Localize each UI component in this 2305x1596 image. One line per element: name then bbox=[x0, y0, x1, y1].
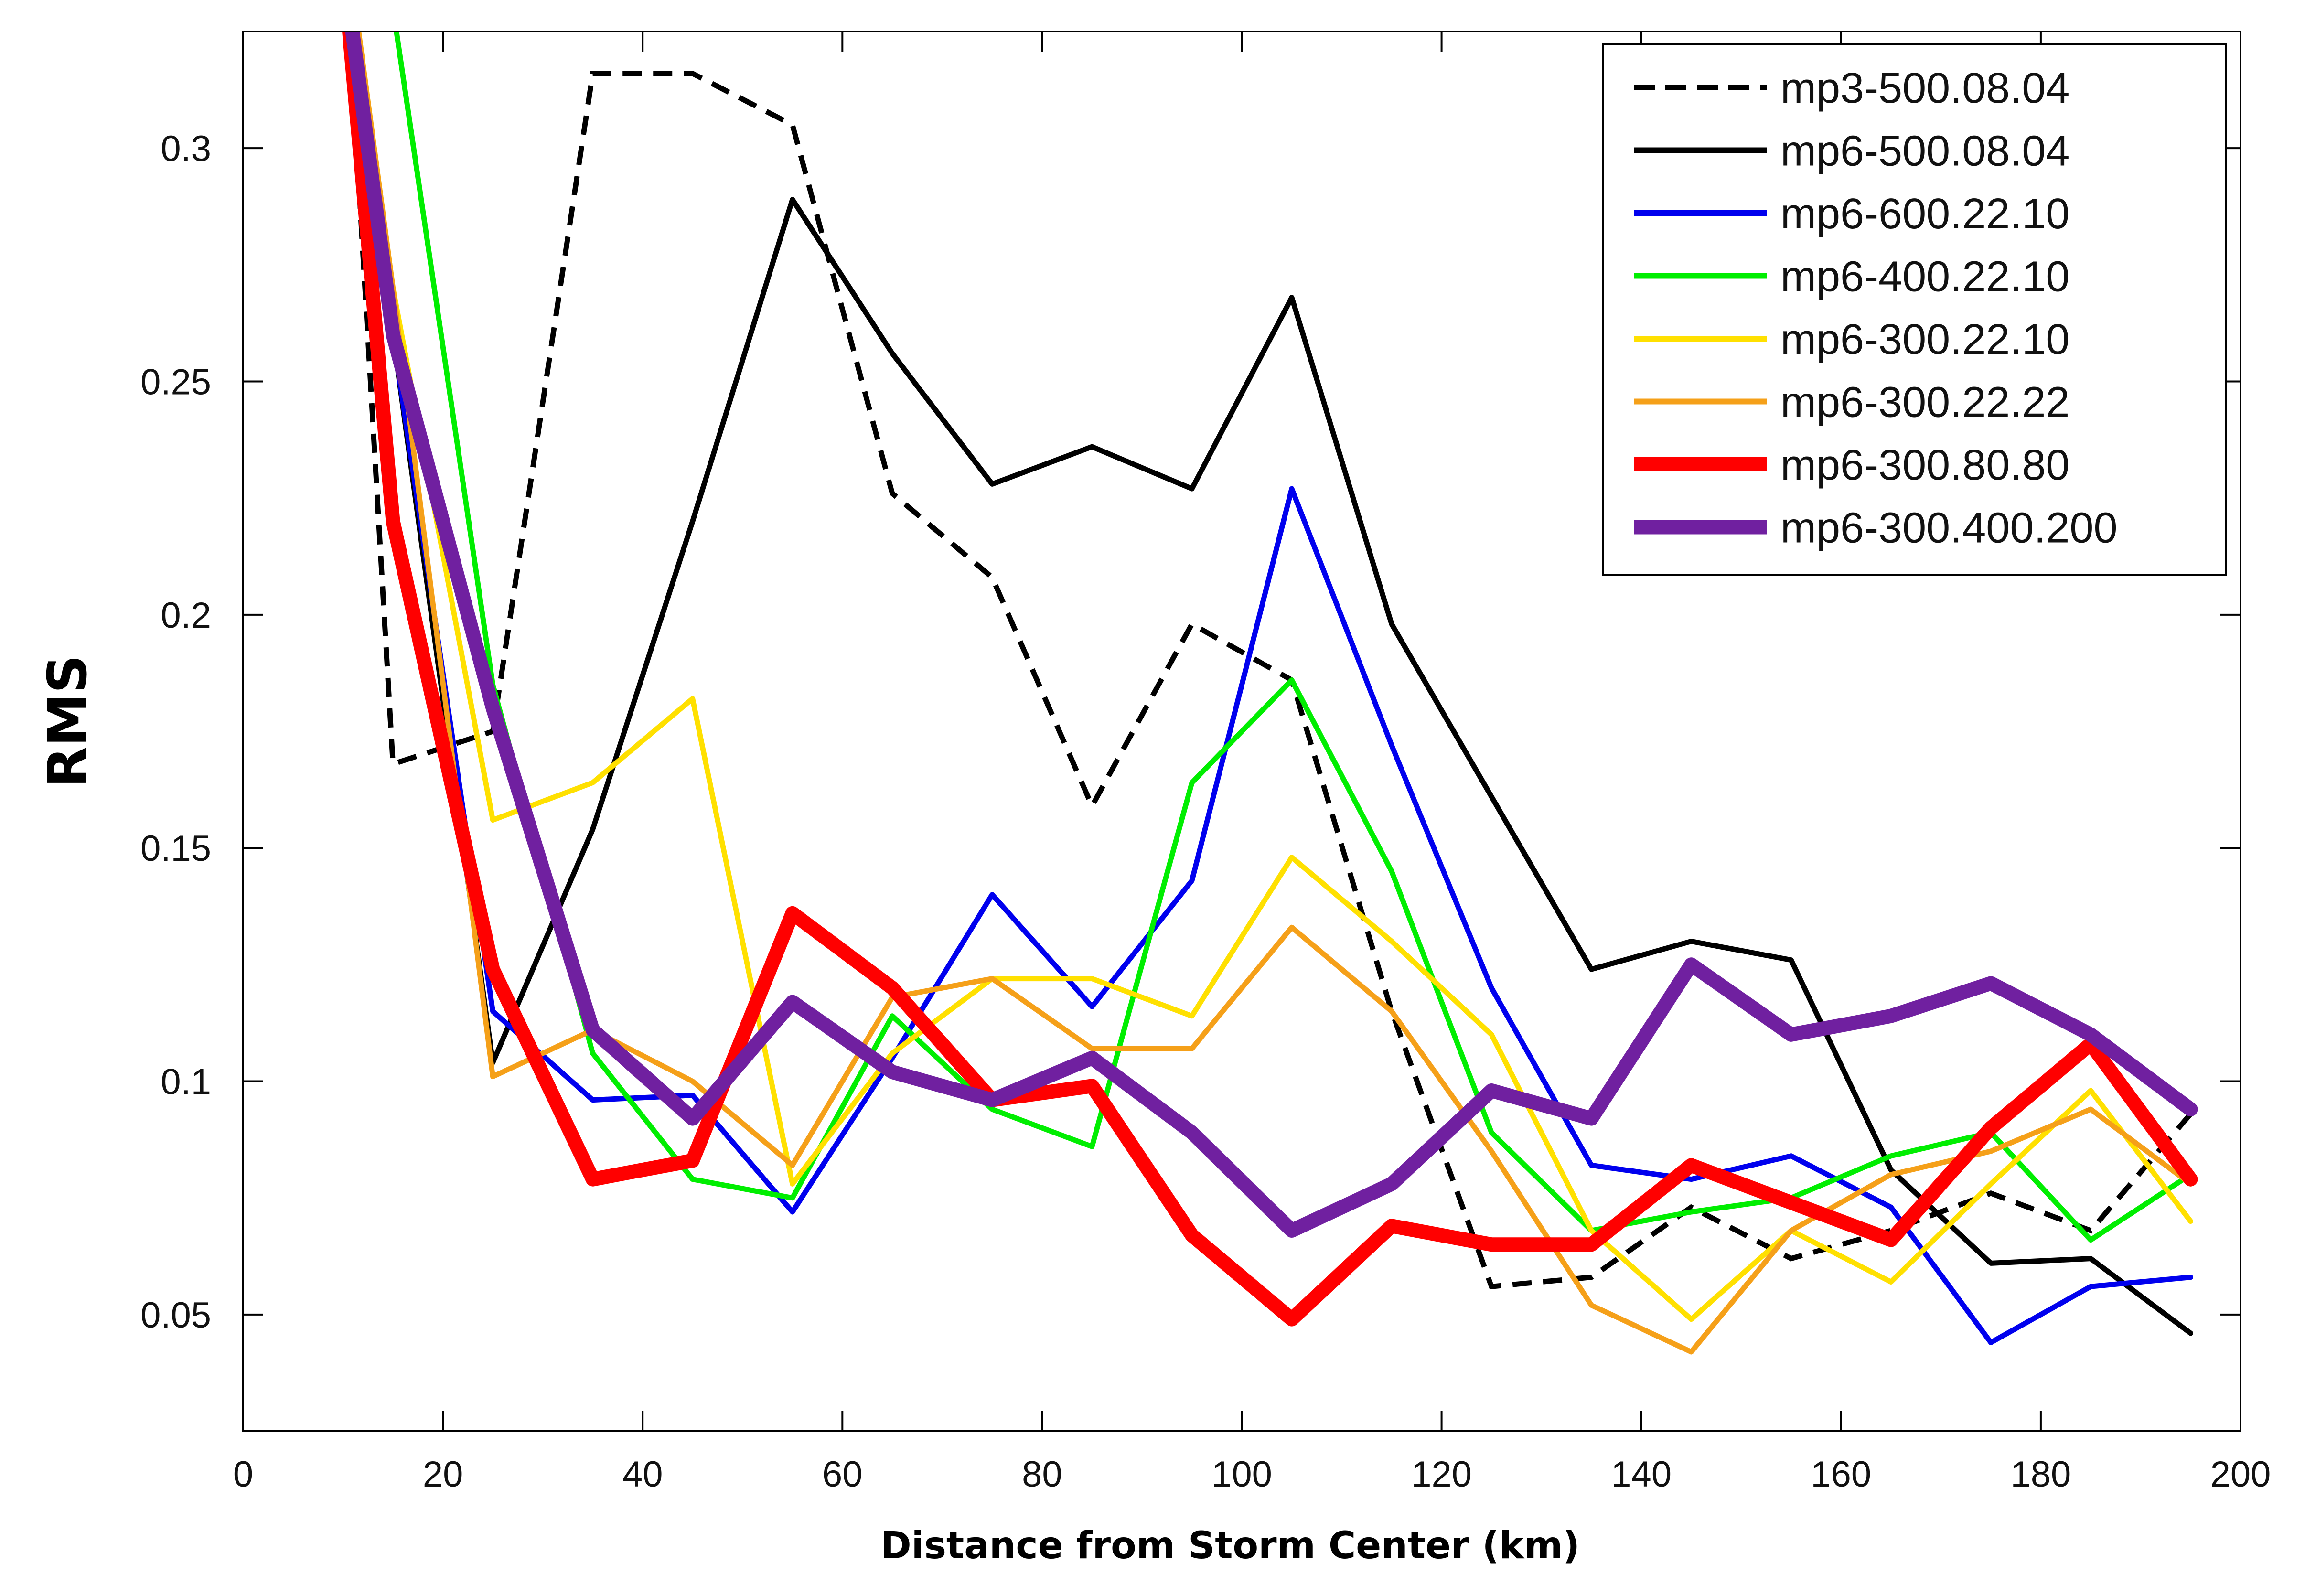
tick-labels-layer: 0 20 40 60 80 100 120 140 160 180 200 0.05 0.1 0.15 0.… bbox=[140, 129, 2271, 1495]
series-mp6-300.80.80 bbox=[342, 32, 2198, 1327]
legend-label: mp3-500.08.04 bbox=[1780, 64, 2069, 112]
x-tick-label: 120 bbox=[1411, 1454, 1472, 1495]
x-tick-label: 100 bbox=[1211, 1454, 1272, 1495]
legend-label: mp6-600.22.10 bbox=[1780, 190, 2069, 238]
legend-item: mp6-300.400.200 bbox=[1634, 504, 2118, 552]
legend-item: mp3-500.08.04 bbox=[1634, 64, 2069, 112]
x-tick-label: 140 bbox=[1611, 1454, 1672, 1495]
series-layer bbox=[342, 32, 2198, 1355]
x-tick-label: 180 bbox=[2010, 1454, 2071, 1495]
x-tick-label: 20 bbox=[423, 1454, 463, 1495]
y-tick-label: 0.25 bbox=[140, 362, 211, 403]
series-line bbox=[342, 32, 2198, 1327]
series-line bbox=[345, 32, 2198, 1238]
x-axis-title: Distance from Storm Center (km) bbox=[880, 1524, 1580, 1567]
series-line bbox=[356, 32, 2193, 1322]
x-tick-label: 0 bbox=[233, 1454, 253, 1495]
x-tick-label: 80 bbox=[1022, 1454, 1062, 1495]
x-tick-label: 60 bbox=[822, 1454, 863, 1495]
y-tick-label: 0.2 bbox=[161, 595, 211, 636]
legend: mp3-500.08.04 mp6-500.08.04 mp6-600.22.10 m… bbox=[1602, 43, 2227, 576]
legend-item: mp6-500.08.04 bbox=[1634, 128, 2069, 175]
x-tick-label: 40 bbox=[622, 1454, 663, 1495]
series-mp6-300.400.200 bbox=[345, 32, 2198, 1238]
legend-label: mp6-500.08.04 bbox=[1780, 128, 2069, 175]
x-tick-label: 160 bbox=[1811, 1454, 1871, 1495]
legend-label: mp6-300.80.80 bbox=[1780, 441, 2069, 489]
legend-item: mp6-400.22.10 bbox=[1634, 253, 2069, 301]
series-line bbox=[354, 32, 2193, 1336]
y-axis-title: RMS bbox=[37, 655, 99, 788]
series-line bbox=[394, 32, 2193, 1243]
legend-item: mp6-300.22.10 bbox=[1634, 316, 2069, 364]
legend-item: mp6-300.22.22 bbox=[1634, 379, 2069, 427]
legend-item: mp6-600.22.10 bbox=[1634, 190, 2069, 238]
y-tick-label: 0.05 bbox=[140, 1295, 211, 1336]
legend-items: mp3-500.08.04 mp6-500.08.04 mp6-600.22.10 m… bbox=[1634, 64, 2118, 552]
y-tick-label: 0.15 bbox=[140, 828, 211, 869]
legend-label: mp6-300.22.10 bbox=[1780, 316, 2069, 364]
legend-label: mp6-300.22.22 bbox=[1780, 379, 2069, 427]
x-tick-label: 200 bbox=[2210, 1454, 2271, 1495]
y-tick-label: 0.1 bbox=[161, 1062, 211, 1103]
legend-box bbox=[1602, 43, 2227, 576]
y-tick-label: 0.3 bbox=[161, 129, 211, 169]
legend-item: mp6-300.80.80 bbox=[1634, 441, 2069, 489]
legend-label: mp6-400.22.10 bbox=[1780, 253, 2069, 301]
series-line bbox=[354, 32, 2193, 1345]
legend-label: mp6-300.400.200 bbox=[1780, 504, 2118, 552]
